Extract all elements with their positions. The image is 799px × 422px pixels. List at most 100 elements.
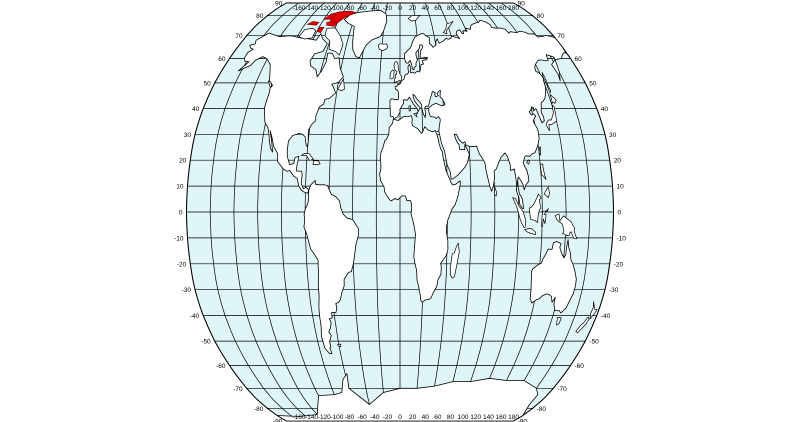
falklands-island bbox=[336, 343, 342, 348]
latitude-label-right: 90 bbox=[518, 1, 526, 8]
longitude-label-bottom: -40 bbox=[370, 414, 380, 421]
new-zealand-south-island bbox=[575, 316, 590, 334]
longitude-label-top: 20 bbox=[409, 5, 417, 12]
ireland-island bbox=[389, 69, 395, 80]
antarctica-landmass bbox=[276, 373, 539, 422]
latitude-label-left: -90 bbox=[273, 419, 283, 422]
new-guinea-island bbox=[554, 213, 578, 240]
longitude-label-bottom: -140 bbox=[305, 414, 318, 421]
longitude-label-top: -80 bbox=[345, 5, 355, 12]
latitude-label-left: -40 bbox=[190, 313, 200, 320]
land-masses bbox=[237, 9, 577, 422]
sakhalin-island bbox=[541, 72, 552, 95]
cuba-island bbox=[300, 153, 315, 161]
latitude-label-left: 10 bbox=[176, 184, 184, 191]
latitude-label-right: -50 bbox=[589, 339, 599, 346]
latitude-label-left: -10 bbox=[174, 235, 184, 242]
latitude-label-left: -50 bbox=[201, 339, 211, 346]
latitude-label-left: -20 bbox=[177, 261, 187, 268]
highlighted-region bbox=[306, 10, 357, 33]
latitude-label-left: 70 bbox=[235, 33, 243, 40]
south-america-landmass bbox=[303, 180, 359, 355]
japan-island bbox=[546, 104, 557, 132]
sri-lanka-island bbox=[494, 186, 498, 197]
latitude-label-right: -20 bbox=[614, 261, 624, 268]
latitude-label-right: 50 bbox=[589, 80, 597, 87]
latitude-label-right: 60 bbox=[575, 56, 583, 63]
baffin-island-island bbox=[324, 27, 344, 56]
longitude-label-top: -40 bbox=[370, 5, 380, 12]
longitude-label-top: -20 bbox=[383, 5, 393, 12]
latitude-label-right: -60 bbox=[575, 363, 585, 370]
graticule-labels: -160-160-140-140-120-120-100-100-80-80-6… bbox=[174, 1, 626, 422]
longitude-label-top: 120 bbox=[470, 5, 481, 12]
hispaniola-island bbox=[312, 160, 321, 165]
tasmania-island bbox=[556, 317, 562, 326]
longitude-label-top: -120 bbox=[318, 5, 331, 12]
longitude-label-bottom: 120 bbox=[470, 414, 481, 421]
devon-island-highlight bbox=[326, 21, 338, 27]
australia-landmass bbox=[529, 239, 577, 314]
sumatra-island bbox=[512, 197, 527, 228]
vancouver-island-island bbox=[268, 80, 272, 88]
latitude-label-right: -80 bbox=[537, 406, 547, 413]
longitude-label-bottom: -100 bbox=[330, 414, 343, 421]
taiwan-island bbox=[538, 146, 542, 156]
great-britain-island bbox=[393, 61, 403, 84]
latitude-label-right: -30 bbox=[609, 287, 619, 294]
longitude-label-bottom: 0 bbox=[398, 414, 402, 421]
latitude-label-left: 0 bbox=[179, 210, 183, 217]
novaya-zemlya-island bbox=[442, 20, 454, 35]
latitude-label-left: -80 bbox=[254, 406, 264, 413]
longitude-label-bottom: -120 bbox=[318, 414, 331, 421]
luzon-island bbox=[539, 163, 547, 180]
madagascar-island bbox=[449, 242, 460, 279]
eurasia-landmass bbox=[389, 19, 567, 209]
latitude-label-right: 80 bbox=[537, 13, 545, 20]
longitude-label-bottom: 60 bbox=[434, 414, 442, 421]
longitude-label-bottom: 20 bbox=[409, 414, 417, 421]
latitude-label-left: 40 bbox=[192, 106, 200, 113]
longitude-label-top: 80 bbox=[447, 5, 455, 12]
longitude-label-top: 40 bbox=[422, 5, 430, 12]
longitude-label-bottom: -20 bbox=[383, 414, 393, 421]
longitude-label-top: 60 bbox=[434, 5, 442, 12]
latitude-label-left: -70 bbox=[233, 386, 243, 393]
latitude-label-right: -90 bbox=[518, 419, 528, 422]
africa-landmass bbox=[379, 115, 461, 303]
latitude-label-right: 40 bbox=[601, 106, 609, 113]
latitude-label-left: 90 bbox=[275, 1, 283, 8]
longitude-label-bottom: 180 bbox=[508, 414, 519, 421]
longitude-label-top: 160 bbox=[496, 5, 507, 12]
mindanao-island bbox=[543, 186, 550, 199]
longitude-label-bottom: -80 bbox=[345, 414, 355, 421]
longitude-label-top: 0 bbox=[398, 5, 402, 12]
longitude-label-top: -140 bbox=[305, 5, 318, 12]
sardinia-island bbox=[408, 105, 411, 112]
latitude-label-left: -30 bbox=[182, 287, 192, 294]
longitude-label-top: 140 bbox=[483, 5, 494, 12]
longitude-label-top: -60 bbox=[357, 5, 367, 12]
prince-of-wales-island-highlight bbox=[316, 27, 325, 33]
latitude-label-left: 20 bbox=[179, 158, 187, 165]
hainan-island bbox=[526, 159, 530, 165]
latitude-label-right: 30 bbox=[609, 132, 617, 139]
java-island bbox=[523, 228, 536, 235]
longitude-label-top: -160 bbox=[292, 5, 305, 12]
latitude-label-right: 20 bbox=[614, 158, 622, 165]
longitude-label-bottom: -160 bbox=[292, 414, 305, 421]
borneo-island bbox=[528, 193, 542, 224]
latitude-label-right: 10 bbox=[617, 184, 625, 191]
melville-island-highlight bbox=[306, 21, 320, 26]
latitude-label-left: 30 bbox=[184, 132, 192, 139]
newfoundland-island bbox=[337, 77, 345, 92]
longitude-label-bottom: -60 bbox=[357, 414, 367, 421]
longitude-label-bottom: 40 bbox=[422, 414, 430, 421]
longitude-label-bottom: 140 bbox=[483, 414, 494, 421]
islands bbox=[268, 15, 598, 348]
latitude-label-right: -10 bbox=[617, 235, 627, 242]
north-america-landmass bbox=[237, 32, 344, 194]
sulawesi-island bbox=[541, 208, 549, 227]
latitude-label-right: -40 bbox=[601, 313, 611, 320]
